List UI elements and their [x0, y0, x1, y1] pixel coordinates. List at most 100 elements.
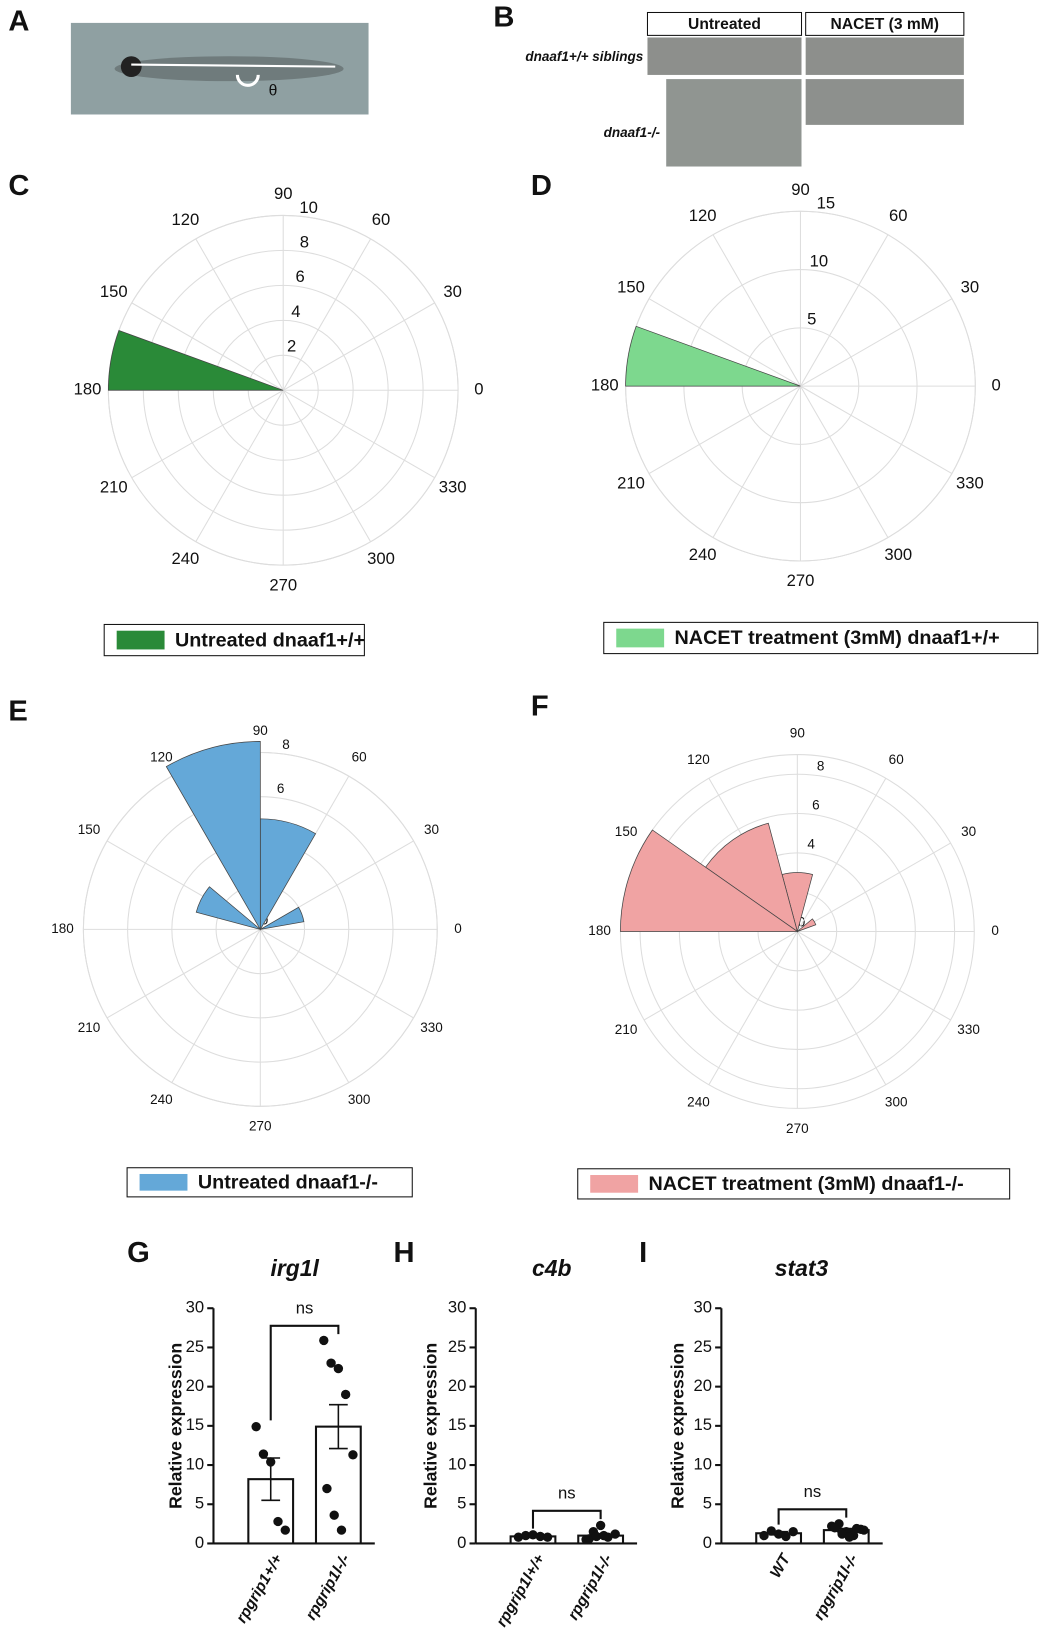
legend-swatch [116, 630, 165, 650]
theta-tick-label: 240 [171, 549, 199, 568]
theta-tick-label: 300 [367, 549, 395, 568]
y-tick-label: 0 [457, 1533, 466, 1552]
theta-tick-label: 270 [787, 571, 815, 590]
angle-label: θ [269, 83, 278, 100]
legend-label: Untreated dnaaf1-/- [198, 1172, 378, 1194]
r-tick-label: 5 [807, 309, 816, 328]
spoke [800, 385, 953, 474]
photo [805, 37, 964, 75]
data-point [766, 1526, 777, 1536]
data-point [584, 1534, 594, 1544]
significance-bracket [777, 1508, 848, 1525]
y-tick-label: 30 [448, 1298, 467, 1317]
spoke [800, 385, 889, 538]
legend-label: Untreated dnaaf1+/+ [175, 629, 365, 651]
spoke [282, 238, 372, 391]
legend-box [603, 621, 1039, 655]
data-point [258, 1449, 269, 1459]
spoke [131, 389, 284, 479]
spoke [131, 302, 284, 391]
theta-tick-label: 330 [956, 473, 984, 492]
theta-tick-label: 120 [171, 210, 199, 229]
legend-label: NACET treatment (3mM) dnaaf1-/- [649, 1173, 964, 1195]
r-tick-label: 15 [817, 194, 836, 213]
spoke [712, 234, 801, 387]
spoke [708, 931, 798, 1085]
legend-swatch [616, 628, 665, 648]
spoke [800, 298, 953, 387]
wedge [195, 886, 261, 930]
panel-letter: B [493, 1, 514, 33]
spoke [797, 931, 951, 1021]
theta-tick-label: 210 [78, 1020, 101, 1035]
data-point [266, 1457, 276, 1467]
y-tick-label: 20 [186, 1376, 205, 1395]
wedge [620, 829, 799, 932]
spoke [195, 238, 284, 391]
spoke [797, 842, 951, 932]
spoke [282, 302, 435, 391]
panel-letter: C [8, 170, 29, 202]
r-tick-label: 8 [282, 737, 290, 752]
r-tick-label: 10 [810, 251, 829, 270]
data-point [280, 1525, 290, 1535]
y-tick-label: 10 [448, 1454, 467, 1473]
y-tick-label: 30 [186, 1298, 205, 1317]
y-tick-label: 25 [693, 1337, 712, 1356]
wedge [625, 325, 801, 387]
theta-tick-label: 30 [443, 282, 462, 301]
y-tick-label: 15 [448, 1415, 467, 1434]
r-tick-label: 4 [291, 302, 300, 321]
significance-bracket [269, 1324, 340, 1421]
theta-tick-label: 150 [78, 822, 101, 837]
theta-tick-label: 150 [617, 278, 645, 297]
data-point [773, 1529, 784, 1539]
panel-letter: G [127, 1237, 150, 1269]
data-point [521, 1530, 531, 1541]
chart-title: stat3 [775, 1255, 829, 1281]
theta-tick-label: 60 [352, 750, 367, 765]
panel-letter: D [531, 170, 552, 202]
data-point [273, 1516, 283, 1527]
legend-box [577, 1168, 1011, 1200]
legend-label: NACET treatment (3mM) dnaaf1+/+ [675, 627, 1000, 649]
y-tick-label: 25 [448, 1337, 467, 1356]
photo [647, 37, 802, 75]
y-tick-label: 5 [457, 1494, 466, 1513]
spoke [648, 298, 801, 387]
chart-title: irg1l [270, 1255, 319, 1281]
x-tick-label: rpgrip1l-/- [303, 1552, 354, 1624]
y-axis-label: Relative expression [667, 1343, 687, 1509]
y-tick-label: 5 [703, 1494, 712, 1513]
theta-tick-label: 270 [249, 1119, 272, 1134]
y-tick-label: 5 [195, 1494, 204, 1513]
data-point [610, 1529, 620, 1539]
panel-letter: E [8, 696, 27, 728]
data-point [595, 1520, 606, 1531]
data-point [542, 1532, 553, 1542]
wedge [705, 822, 798, 933]
x-tick-label: rpgrip1l+/+ [493, 1552, 548, 1630]
theta-tick-label: 90 [253, 723, 268, 738]
theta-tick-label: 270 [786, 1121, 809, 1136]
r-tick-label: 10 [299, 198, 318, 217]
theta-tick-label: 30 [961, 278, 980, 297]
data-point [322, 1483, 332, 1494]
column-header: NACET (3 mM) [831, 16, 939, 33]
spoke [259, 929, 350, 1083]
data-point [844, 1532, 855, 1542]
error-bar [328, 1403, 348, 1450]
theta-tick-label: 0 [474, 380, 483, 399]
significance-label: ns [804, 1482, 822, 1501]
theta-tick-label: 300 [348, 1092, 371, 1107]
theta-tick-label: 300 [885, 1094, 908, 1109]
theta-tick-label: 150 [615, 824, 638, 839]
theta-tick-label: 90 [274, 184, 293, 203]
y-tick-label: 0 [703, 1533, 712, 1552]
spoke [195, 390, 284, 542]
theta-tick-label: 330 [957, 1022, 980, 1037]
theta-tick-label: 60 [372, 210, 391, 229]
r-tick-label: 8 [300, 233, 309, 252]
fish [114, 56, 344, 82]
